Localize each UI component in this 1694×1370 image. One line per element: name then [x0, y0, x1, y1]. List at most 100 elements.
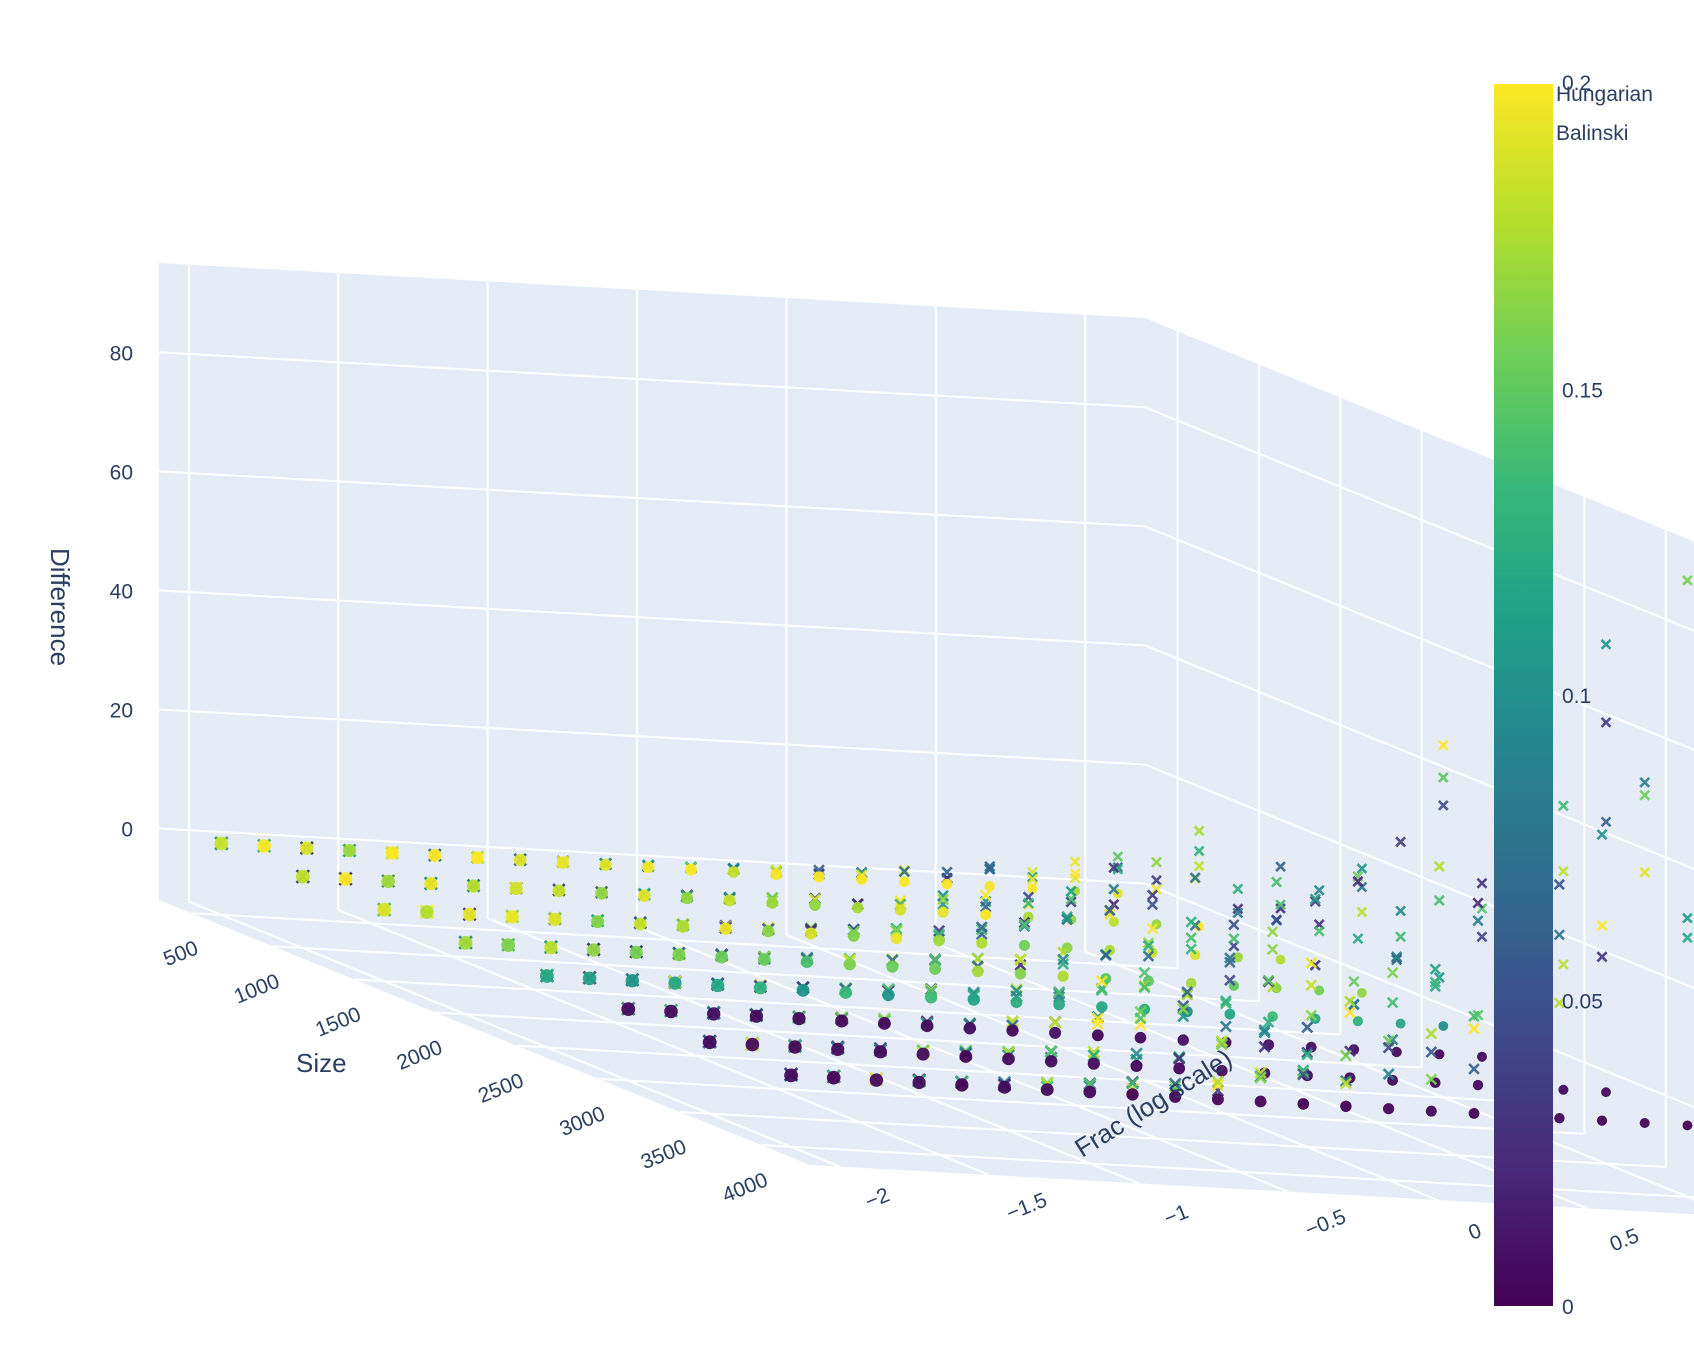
wall-grid-z-right [1144, 406, 1694, 632]
hungarian-point [1134, 1031, 1147, 1044]
hungarian-point [762, 925, 775, 938]
hungarian-point [513, 853, 527, 867]
balinski-point [1600, 639, 1612, 650]
balinski-point [1057, 953, 1070, 966]
floor-grid-y [487, 917, 1140, 1185]
hungarian-point [920, 1019, 934, 1033]
hungarian-point [1057, 970, 1069, 982]
wall-grid-z-right [1144, 525, 1694, 751]
balinski-point [1305, 1009, 1318, 1022]
x-tick-label: 3500 [638, 1135, 690, 1174]
balinski-point [1053, 985, 1066, 999]
hungarian-point [937, 906, 949, 918]
balinski-point [1232, 883, 1244, 895]
balinski-point [1271, 914, 1283, 926]
floor-grid-y [188, 900, 841, 1168]
balinski-point [1168, 1079, 1182, 1093]
balinski-point [1297, 1064, 1310, 1077]
balinski-point [937, 893, 949, 906]
balinski-point [1193, 860, 1205, 872]
hungarian-point [509, 882, 523, 895]
x-tick-label: 2000 [394, 1036, 446, 1075]
hungarian-point [1395, 1018, 1406, 1029]
hungarian-point [856, 873, 868, 885]
z-tick-label: 60 [110, 461, 133, 484]
hungarian-point [707, 1007, 721, 1021]
balinski-point [1305, 979, 1318, 992]
hungarian-point [214, 836, 229, 851]
hungarian-point [544, 940, 558, 955]
legend[interactable]: Hungarian Balinski [1538, 83, 1653, 145]
hungarian-point [1096, 1001, 1108, 1013]
balinski-point [1391, 954, 1403, 966]
balinski-point [1065, 896, 1077, 908]
colorbar-tick-label: 0.1 [1562, 685, 1591, 708]
hungarian-point [925, 991, 938, 1004]
hungarian-point [792, 1012, 806, 1026]
hungarian-point [916, 1047, 930, 1061]
hungarian-point [458, 936, 473, 950]
balinski-point [1112, 851, 1124, 862]
balinski-point [1185, 943, 1197, 955]
hungarian-point [685, 863, 697, 876]
floor-grid-x [191, 912, 1178, 970]
hungarian-point [642, 861, 655, 874]
balinski-point [1468, 1010, 1480, 1023]
hungarian-point [745, 1037, 760, 1052]
balinski-point [1352, 933, 1364, 945]
hungarian-point [998, 1080, 1011, 1094]
hungarian-point [676, 920, 690, 933]
hungarian-point [257, 839, 271, 853]
hungarian-point [1297, 1098, 1310, 1110]
hungarian-point [1169, 1090, 1182, 1103]
floor-grid-x [516, 1044, 1504, 1102]
balinski-point [1254, 1066, 1267, 1080]
balinski-point [1219, 1020, 1232, 1033]
legend-item-hungarian[interactable]: Hungarian [1538, 83, 1653, 106]
balinski-point [1301, 1021, 1314, 1034]
hungarian-point [1596, 1115, 1608, 1126]
hungarian-point [882, 988, 895, 1002]
balinski-point [1172, 1052, 1186, 1065]
balinski-point [1142, 937, 1155, 949]
balinski-point [1057, 958, 1070, 971]
hungarian-point [420, 905, 434, 919]
hungarian-point [899, 876, 910, 887]
hungarian-point [831, 1042, 845, 1056]
hungarian-point [680, 891, 694, 905]
hungarian-point [1477, 1051, 1487, 1062]
balinski-point [1266, 943, 1279, 956]
balinski-point [1348, 975, 1360, 988]
balinski-point [1262, 1016, 1275, 1028]
balinski-point [1193, 825, 1205, 837]
balinski-point [928, 953, 942, 966]
balinski-point [1429, 963, 1442, 975]
balinski-point [1262, 974, 1275, 987]
balinski-point [1151, 856, 1162, 868]
legend-item-balinski[interactable]: Balinski [1556, 122, 1628, 145]
balinski-point [1344, 995, 1356, 1008]
hungarian-point [719, 922, 732, 935]
balinski-point [1215, 1034, 1229, 1048]
x-axis-title: Size [296, 1048, 347, 1078]
hungarian-point [505, 910, 519, 924]
hungarian-point [702, 1035, 717, 1050]
legend-label-hungarian: Hungarian [1556, 83, 1653, 106]
hungarian-point [805, 927, 817, 940]
balinski-point [1639, 789, 1651, 801]
hungarian-point [1438, 1021, 1449, 1031]
hungarian-point [980, 909, 992, 921]
hungarian-point [1387, 1074, 1398, 1086]
balinski-point [1553, 929, 1565, 941]
balinski-point [1425, 1027, 1438, 1040]
hungarian-point [385, 846, 399, 860]
balinski-point [1026, 873, 1038, 885]
hungarian-point [813, 871, 825, 883]
hungarian-point [1558, 1084, 1569, 1095]
balinski-point [1639, 776, 1651, 788]
hungarian-point [929, 963, 941, 975]
balinski-point [1146, 899, 1159, 911]
floor-grid-y [1084, 950, 1694, 1201]
hungarian-point [1216, 1065, 1228, 1077]
balinski-point [1305, 957, 1318, 969]
